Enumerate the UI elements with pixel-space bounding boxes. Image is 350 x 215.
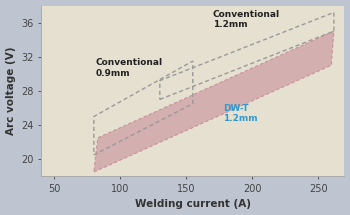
Y-axis label: Arc voltage (V): Arc voltage (V): [6, 47, 15, 135]
Text: DW-T
1.2mm: DW-T 1.2mm: [223, 104, 258, 123]
X-axis label: Welding current (A): Welding current (A): [135, 200, 251, 209]
Polygon shape: [94, 31, 334, 172]
Text: Conventional
0.9mm: Conventional 0.9mm: [95, 58, 162, 78]
Text: Conventional
1.2mm: Conventional 1.2mm: [212, 10, 280, 29]
